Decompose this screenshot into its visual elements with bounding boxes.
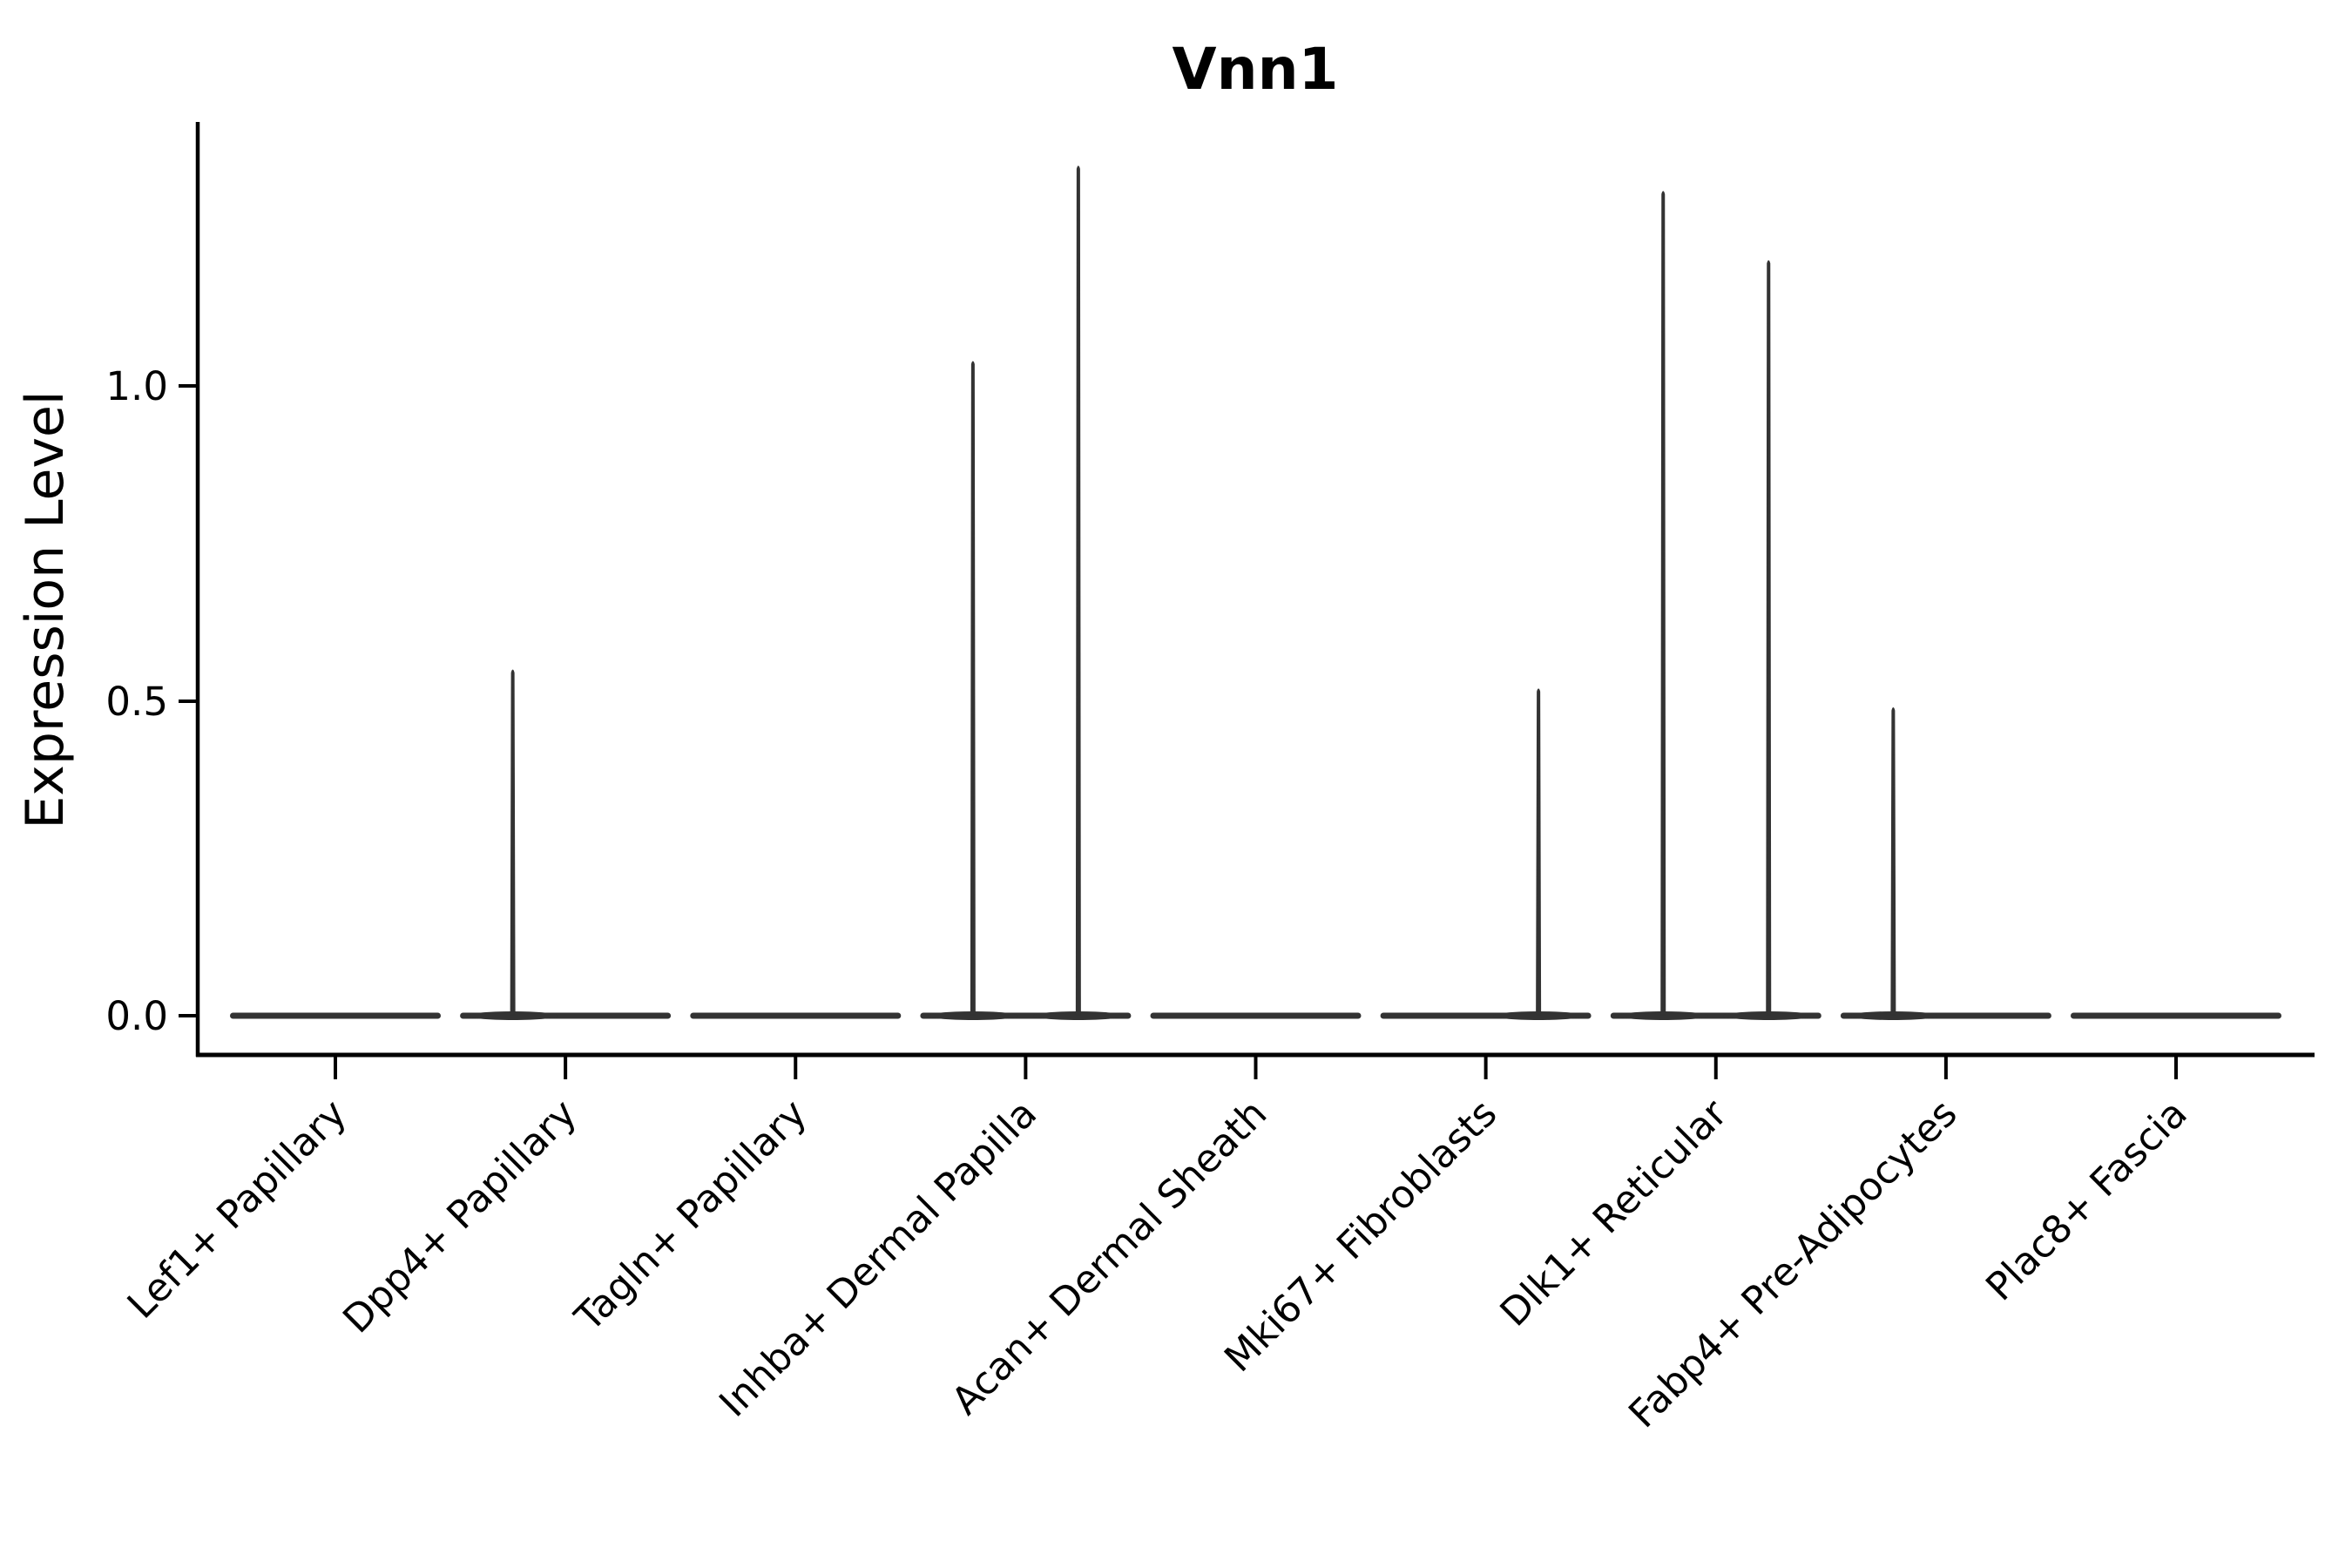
violin-tail-needle [1766,260,1772,1016]
violin-tail-bulge [1723,1011,1815,1020]
violin-tail-needle [970,361,976,1016]
violin-body [2071,1012,2281,1019]
violin-tail-bulge [1493,1011,1585,1020]
y-tick-label: 0.5 [105,679,168,725]
x-tick-label: Plac8+ Fascia [1977,1092,2196,1310]
x-tick-label: Tagln+ Papillary [566,1092,815,1341]
violins [230,166,2281,1020]
y-axis-label: Expression Level [15,390,76,828]
chart-title: Vnn1 [1173,36,1339,103]
x-tick-label: Dpp4+ Papillary [335,1092,585,1342]
violin-tail-needle [1075,166,1081,1016]
violin-tail-bulge [1618,1011,1709,1020]
violin-tail-bulge [927,1011,1018,1020]
violin-body [690,1012,902,1019]
violin-tail-bulge [1032,1011,1124,1020]
y-tick-label: 1.0 [105,363,168,409]
y-tick-0_5: 0.5 [105,679,198,725]
y-axis: Expression Level 1.0 0.5 0.0 [15,122,200,1057]
violin-tail-bulge [467,1011,558,1020]
violin-tail-needle [1660,191,1666,1016]
y-tick-0_0: 0.0 [105,993,198,1039]
y-tick-1_0: 1.0 [105,363,198,409]
violin-body [230,1012,441,1019]
x-tick-label: Dlk1+ Reticular [1492,1091,1737,1335]
violin-tail-needle [1890,707,1896,1016]
y-tick-label: 0.0 [105,993,168,1039]
violin-tail-bulge [1848,1011,1939,1020]
x-tick-label: Lef1+ Papillary [119,1092,355,1328]
violin-tail-needle [1536,688,1542,1016]
violin-tail-needle [510,669,516,1016]
violin-body [1150,1012,1362,1019]
